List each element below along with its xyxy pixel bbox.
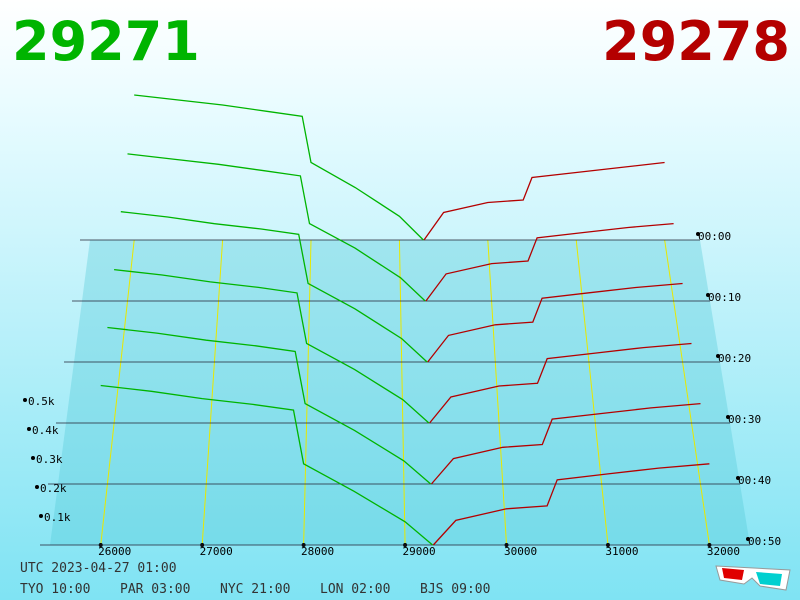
bid-depth-line [100, 384, 434, 546]
y-tick [23, 398, 27, 402]
time-label: 00:20 [718, 352, 751, 365]
x-tick-label: 30000 [504, 545, 537, 558]
grid-line [575, 239, 609, 546]
grid-line [487, 239, 508, 546]
bid-depth-line [127, 153, 426, 302]
city-clock: PAR 03:00 [120, 582, 190, 597]
x-tick-label: 29000 [403, 545, 436, 558]
floor [50, 240, 750, 545]
y-tick-label: 0.2k [40, 482, 67, 495]
time-label: 00:10 [708, 291, 741, 304]
x-tick-label: 31000 [605, 545, 638, 558]
city-clock: LON 02:00 [320, 582, 390, 597]
ask-depth-line [427, 282, 683, 363]
time-label: 00:50 [748, 535, 781, 548]
time-tick [746, 537, 750, 541]
y-tick-label: 0.4k [32, 424, 59, 437]
bid-depth-line [107, 326, 432, 485]
bid-depth-line [134, 94, 424, 241]
bid-depth-line [120, 211, 428, 363]
x-tick-label: 27000 [200, 545, 233, 558]
y-tick-label: 0.1k [44, 511, 71, 524]
ask-depth-line [429, 342, 692, 424]
time-tick [696, 232, 700, 236]
time-tick [726, 415, 730, 419]
x-tick-label: 32000 [707, 545, 740, 558]
grid-line [303, 239, 312, 546]
city-clock: BJS 09:00 [420, 582, 490, 597]
utc-time: UTC 2023-04-27 01:00 [20, 561, 177, 576]
time-tick [706, 293, 710, 297]
y-tick-label: 0.3k [36, 453, 63, 466]
grid-line [100, 239, 135, 546]
y-tick [31, 456, 35, 460]
y-tick [35, 485, 39, 489]
bid-depth-line [114, 268, 430, 424]
ask-depth-line [425, 222, 674, 302]
city-clock: TYO 10:00 [20, 582, 90, 597]
ask-depth-line [432, 463, 710, 546]
x-tick-label: 28000 [301, 545, 334, 558]
grid-line [201, 239, 224, 546]
ask-depth-line [430, 402, 701, 485]
x-tick-label: 26000 [98, 545, 131, 558]
y-tick-label: 0.5k [28, 395, 55, 408]
grid-line [664, 239, 710, 546]
time-label: 00:30 [728, 413, 761, 426]
bid-price: 29271 [12, 10, 200, 73]
time-label: 00:00 [698, 230, 731, 243]
grid-line [398, 239, 406, 546]
time-tick [716, 354, 720, 358]
time-label: 00:40 [738, 474, 771, 487]
ask-depth-line [423, 161, 665, 241]
y-tick [27, 427, 31, 431]
glasses-icon [715, 565, 791, 591]
time-tick [736, 476, 740, 480]
city-clock: NYC 21:00 [220, 582, 290, 597]
y-tick [39, 514, 43, 518]
ask-price: 29278 [602, 10, 790, 73]
